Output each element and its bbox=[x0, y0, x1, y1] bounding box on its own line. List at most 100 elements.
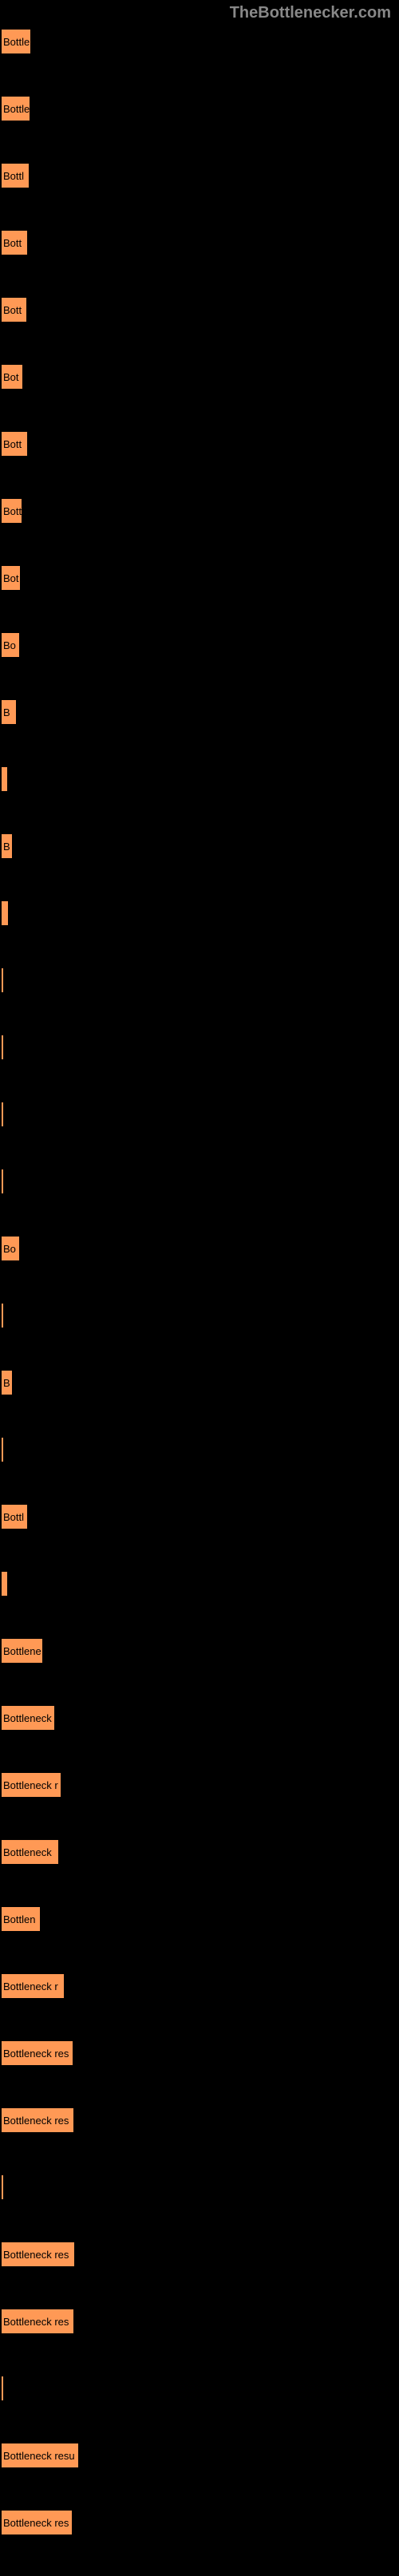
bar: Bottleneck resu bbox=[0, 2442, 80, 2469]
bar-label: B bbox=[3, 841, 10, 853]
bar-label: Bo bbox=[3, 1243, 16, 1255]
bar-row: Bottlen bbox=[0, 1905, 399, 1933]
bar-row: Bo bbox=[0, 1235, 399, 1262]
bar-row bbox=[0, 1302, 399, 1329]
bar-label: Bottle bbox=[3, 103, 30, 115]
bar-row bbox=[0, 766, 399, 793]
bar: Bottl bbox=[0, 162, 30, 189]
bar-label: Bott bbox=[3, 237, 22, 249]
bar-label: Bottleneck res bbox=[3, 2115, 69, 2127]
bar-row: Bottleneck resu bbox=[0, 2442, 399, 2469]
bar-row: Bottleneck res bbox=[0, 2241, 399, 2268]
bar-label: Bot bbox=[3, 371, 19, 383]
bar: Bottleneck r bbox=[0, 1771, 62, 1798]
bar-row: Bottleneck res bbox=[0, 2308, 399, 2335]
bar: Bottleneck res bbox=[0, 2308, 75, 2335]
bar-row: Bottleneck res bbox=[0, 2509, 399, 2536]
bar-row bbox=[0, 1168, 399, 1195]
bar-label: Bottleneck res bbox=[3, 2048, 69, 2060]
bar bbox=[0, 1034, 5, 1061]
bar-row: B bbox=[0, 698, 399, 726]
bar-label: Bottleneck res bbox=[3, 2316, 69, 2328]
bar-label: Bottl bbox=[3, 170, 24, 182]
bar-row: Bottl bbox=[0, 162, 399, 189]
bar: Bott bbox=[0, 229, 29, 256]
bar-row: Bott bbox=[0, 296, 399, 323]
bar-label: Bott bbox=[3, 304, 22, 316]
bar: Bott bbox=[0, 430, 29, 457]
bar-row: Bott bbox=[0, 497, 399, 524]
bar-label: Bott bbox=[3, 505, 22, 517]
bar-row: Bottleneck r bbox=[0, 1771, 399, 1798]
bar bbox=[0, 1436, 5, 1463]
bar-row bbox=[0, 1570, 399, 1597]
bar: B bbox=[0, 698, 18, 726]
bar: Bo bbox=[0, 1235, 21, 1262]
bar-label: Bottleneck resu bbox=[3, 2450, 75, 2462]
bar bbox=[0, 900, 10, 927]
bar-label: B bbox=[3, 706, 10, 718]
bar: Bottle bbox=[0, 95, 31, 122]
bar: Bott bbox=[0, 296, 28, 323]
bar-label: Bottleneck res bbox=[3, 2517, 69, 2529]
bar: Bottleneck r bbox=[0, 1973, 65, 2000]
bar-row bbox=[0, 2375, 399, 2402]
bar: Bottleneck bbox=[0, 1704, 56, 1731]
bar-row: Bottleneck bbox=[0, 1704, 399, 1731]
bar-row: B bbox=[0, 833, 399, 860]
bar-label: Bottlen bbox=[3, 1913, 35, 1925]
bar bbox=[0, 967, 5, 994]
bar-row: Bottle bbox=[0, 28, 399, 55]
bar-label: Bottleneck res bbox=[3, 2249, 69, 2261]
bar: Bo bbox=[0, 631, 21, 659]
bar-row bbox=[0, 1101, 399, 1128]
site-header: TheBottlenecker.com bbox=[230, 4, 391, 22]
bar: Bottl bbox=[0, 1503, 29, 1530]
bar-row bbox=[0, 967, 399, 994]
bar-label: Bottleneck bbox=[3, 1712, 52, 1724]
bar-label: Bottleneck bbox=[3, 1846, 52, 1858]
bar-label: Bottle bbox=[3, 36, 30, 48]
bar: Bott bbox=[0, 497, 23, 524]
bar: Bottleneck res bbox=[0, 2241, 76, 2268]
bar-row bbox=[0, 2174, 399, 2201]
bar bbox=[0, 1302, 5, 1329]
bar: Bottlen bbox=[0, 1905, 41, 1933]
bar: Bottlene bbox=[0, 1637, 44, 1664]
bar-row: Bottleneck res bbox=[0, 2040, 399, 2067]
bar-label: Bottl bbox=[3, 1511, 24, 1523]
bar-row: Bottleneck res bbox=[0, 2107, 399, 2134]
bar: B bbox=[0, 1369, 14, 1396]
bar-row bbox=[0, 1034, 399, 1061]
bar-row: Bottle bbox=[0, 95, 399, 122]
bar bbox=[0, 1570, 9, 1597]
bar-label: Bottleneck r bbox=[3, 1980, 58, 1992]
bar-label: Bot bbox=[3, 572, 19, 584]
bar-row: Bottl bbox=[0, 1503, 399, 1530]
bar-row: Bottleneck r bbox=[0, 1973, 399, 2000]
bar: Bottleneck res bbox=[0, 2040, 74, 2067]
bar: Bot bbox=[0, 564, 22, 592]
bar-row: Bo bbox=[0, 631, 399, 659]
bar-row: Bottleneck bbox=[0, 1838, 399, 1866]
bar bbox=[0, 1101, 5, 1128]
bar bbox=[0, 2174, 5, 2201]
bar-row bbox=[0, 900, 399, 927]
bar-label: Bo bbox=[3, 639, 16, 651]
bar-label: B bbox=[3, 1377, 10, 1389]
bar-label: Bottlene bbox=[3, 1645, 41, 1657]
bar bbox=[0, 2375, 5, 2402]
bar-row: Bottlene bbox=[0, 1637, 399, 1664]
bar: Bottleneck res bbox=[0, 2107, 75, 2134]
bar: Bottleneck bbox=[0, 1838, 60, 1866]
bar: Bottle bbox=[0, 28, 32, 55]
bar: Bottleneck res bbox=[0, 2509, 73, 2536]
bar-row: Bott bbox=[0, 229, 399, 256]
bar: B bbox=[0, 833, 14, 860]
bar: Bot bbox=[0, 363, 24, 390]
bar-row: B bbox=[0, 1369, 399, 1396]
bar-row: Bot bbox=[0, 363, 399, 390]
bar bbox=[0, 1168, 5, 1195]
bar-label: Bott bbox=[3, 438, 22, 450]
bar-row: Bott bbox=[0, 430, 399, 457]
